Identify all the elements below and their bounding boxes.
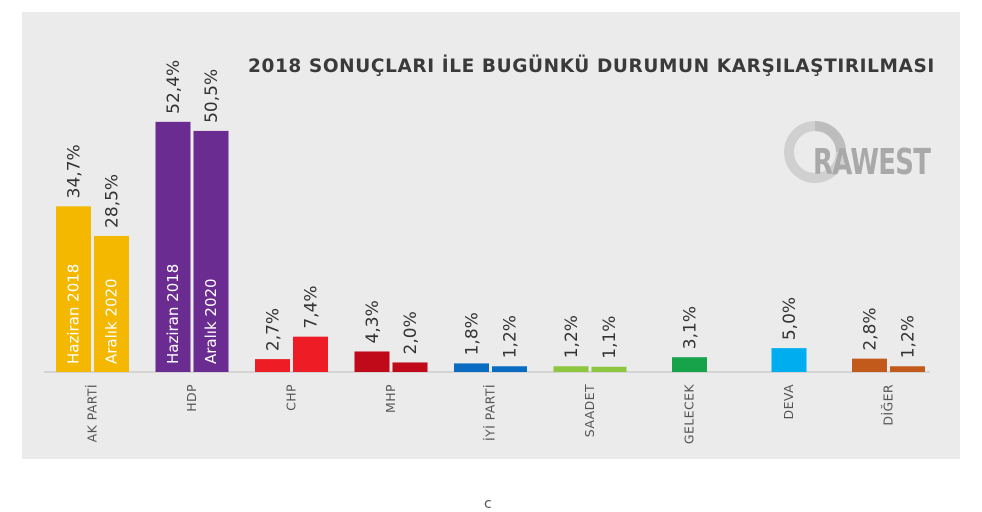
bar-3-1 [392,362,428,372]
bar-series-label: Aralık 2020 [202,278,220,364]
category-label: DEVA [781,384,796,419]
bar-2-1 [293,336,328,372]
bar-1-0 [155,121,191,372]
bar-8-0 [852,358,887,372]
value-label: 50,5% [202,69,222,123]
bar-2-0 [255,359,290,372]
value-label: 2,8% [861,307,881,350]
bar-4-1 [492,366,527,372]
bar-5-1 [591,366,627,372]
bar-7-0 [771,348,807,372]
value-label: 34,7% [65,144,85,198]
bar-1-1 [193,130,229,372]
value-label: 28,5% [103,174,123,228]
bar-series-label: Haziran 2018 [65,264,83,364]
bar-4-0 [454,363,489,372]
value-label: 2,7% [264,308,284,351]
rawest-logo: RAWEST [777,112,947,196]
value-label: 1,2% [562,315,582,358]
category-label: HDP [184,384,199,412]
category-label: GELECEK [682,384,697,444]
value-label: 3,1% [681,306,701,349]
bar-5-0 [553,366,589,372]
category-label: CHP [284,384,299,411]
bar-series-label: Haziran 2018 [164,264,182,364]
chart-title: 2018 SONUÇLARI İLE BUGÜNKÜ DURUMUN KARŞI… [248,56,935,77]
logo-ring-icon [784,121,846,183]
bottom-mark: c [484,496,492,512]
category-label: AK PARTİ [85,384,100,442]
value-label: 52,4% [164,60,184,114]
category-label: MHP [383,384,398,413]
value-label: 2,0% [401,311,421,354]
category-label: DİĞER [881,384,896,426]
bar-6-0 [672,357,707,372]
logo-text: RAWEST [813,142,931,183]
value-label: 7,4% [302,285,322,328]
value-label: 5,0% [780,297,800,340]
value-label: 4,3% [363,300,383,343]
category-label: İYİ PARTİ [483,384,498,441]
bar-series-label: Aralık 2020 [103,278,121,364]
bar-0-0 [56,206,91,372]
value-label: 1,2% [899,315,919,358]
value-label: 1,1% [600,316,620,359]
value-label: 1,2% [501,315,521,358]
value-label: 1,8% [463,312,483,355]
category-label: SAADET [582,384,597,437]
bar-3-0 [354,351,390,372]
bar-0-1 [94,235,129,372]
bar-8-1 [890,366,925,372]
